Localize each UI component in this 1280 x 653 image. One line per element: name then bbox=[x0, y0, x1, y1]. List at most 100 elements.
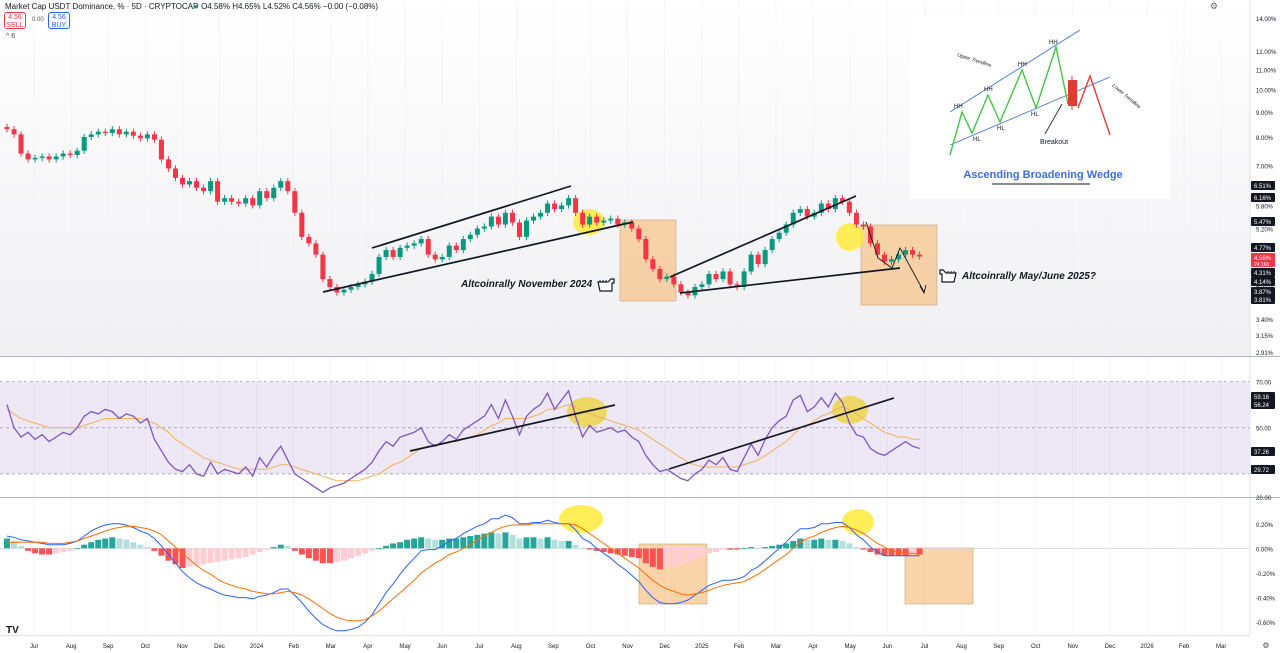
time-tick-label: Oct bbox=[1031, 644, 1041, 650]
macd-histogram-bar bbox=[467, 536, 474, 549]
rsi-tick-label: 20.00 bbox=[1256, 496, 1272, 502]
macd-histogram-bar bbox=[530, 537, 537, 549]
macd-histogram-bar bbox=[720, 548, 727, 550]
candle-body bbox=[194, 181, 200, 188]
candle-body bbox=[271, 187, 277, 199]
candle-body bbox=[545, 203, 551, 213]
time-tick-label: Jul bbox=[475, 644, 483, 650]
macd-histogram-bar bbox=[446, 538, 453, 549]
candle-body bbox=[741, 271, 747, 288]
macd-histogram-bar bbox=[565, 540, 572, 549]
macd-histogram-bar bbox=[116, 538, 123, 549]
macd-histogram-bar bbox=[579, 548, 586, 550]
candle-body bbox=[432, 254, 438, 260]
candle-body bbox=[11, 129, 17, 135]
highlight-circle bbox=[836, 223, 864, 251]
macd-histogram-bar bbox=[179, 548, 186, 569]
collapse-indicators-toggle[interactable]: ^ 6 bbox=[6, 33, 16, 40]
highlight-circle bbox=[559, 505, 603, 533]
macd-histogram-bar bbox=[741, 548, 748, 550]
candle-body bbox=[292, 191, 298, 213]
status-dot-icon: ● bbox=[194, 2, 199, 11]
macd-histogram-bar bbox=[607, 548, 614, 554]
macd-histogram-bar bbox=[95, 539, 102, 549]
candle-body bbox=[397, 247, 403, 257]
candle-body bbox=[755, 254, 761, 265]
candle-body bbox=[327, 279, 333, 288]
macd-tick-label: -0.60% bbox=[1256, 621, 1276, 627]
macd-histogram-bar bbox=[839, 540, 846, 549]
macd-histogram-bar bbox=[523, 537, 530, 549]
candle-body bbox=[685, 292, 691, 296]
candle-body bbox=[474, 228, 480, 235]
candle-body bbox=[390, 250, 396, 257]
macd-line bbox=[6, 514, 920, 632]
price-badge-label: 5.47% bbox=[1254, 220, 1272, 226]
candle-body bbox=[825, 203, 831, 210]
macd-histogram-bar bbox=[305, 548, 312, 559]
sell-button[interactable]: 4.56 SELL bbox=[4, 12, 26, 29]
macd-histogram-bar bbox=[572, 544, 579, 549]
candle-body bbox=[699, 284, 705, 288]
price-badge bbox=[1251, 193, 1275, 202]
macd-histogram-bar bbox=[698, 548, 705, 557]
chart-annotations: Altcoinrally November 2024 Altcoinrally … bbox=[6, 269, 1096, 636]
time-tick-label: Feb bbox=[1179, 644, 1190, 650]
trend-line bbox=[669, 195, 857, 278]
price-badge bbox=[1251, 287, 1275, 296]
macd-histogram-bar bbox=[312, 548, 319, 561]
grid bbox=[33, 0, 1222, 635]
candle-body bbox=[615, 218, 621, 225]
time-axis[interactable]: Jul Aug Sep Oct Nov Dec 2024 Feb Mar Apr May Jun Jul… bbox=[0, 635, 1280, 653]
macd-tick-label: 0.20% bbox=[1256, 523, 1274, 529]
buy-button[interactable]: 4.56 BUY bbox=[48, 12, 70, 29]
macd-histogram-bar bbox=[846, 543, 853, 549]
macd-signal-line bbox=[6, 523, 920, 622]
projection-arrow bbox=[865, 221, 925, 293]
candle-body bbox=[95, 131, 101, 135]
candle-body bbox=[88, 134, 94, 137]
candle-body bbox=[650, 259, 656, 269]
macd-histogram-bar bbox=[432, 539, 439, 549]
macd-histogram-bar bbox=[586, 548, 593, 550]
candle-body bbox=[46, 156, 52, 160]
macd-histogram-bar bbox=[298, 548, 305, 555]
candle-body bbox=[320, 254, 326, 280]
macd-histogram-bar bbox=[509, 534, 516, 549]
macd-histogram-bar bbox=[151, 548, 158, 551]
macd-histogram-bar bbox=[916, 548, 923, 555]
candle-body bbox=[523, 220, 529, 237]
price-tick-label: 9.00% bbox=[1256, 111, 1274, 117]
symbol-title[interactable]: Market Cap USDT Dominance, % · 5D · CRYP… bbox=[5, 2, 199, 11]
candle-body bbox=[608, 218, 614, 221]
time-tick-label: Jun bbox=[882, 644, 892, 650]
macd-histogram-bar bbox=[909, 548, 916, 555]
candle-body bbox=[130, 131, 136, 136]
macd-histogram-bar bbox=[326, 548, 333, 564]
price-badge bbox=[1251, 277, 1275, 286]
candle-body bbox=[158, 139, 164, 160]
time-tick-label: 2025 bbox=[695, 644, 709, 650]
macd-histogram-bar bbox=[544, 537, 551, 549]
candle-body bbox=[18, 134, 24, 154]
macd-histogram-bar bbox=[649, 548, 656, 567]
candle-body bbox=[727, 271, 733, 285]
candle-body bbox=[165, 159, 171, 169]
macd-tick-label: -0.20% bbox=[1256, 572, 1276, 578]
macd-histogram-bar bbox=[516, 538, 523, 549]
price-badge bbox=[1251, 253, 1275, 267]
price-badge-label: 6.51% bbox=[1254, 184, 1272, 190]
gear-icon[interactable]: ⚙ bbox=[1209, 1, 1218, 11]
inset-label-hl: HL bbox=[1031, 112, 1039, 118]
price-tick-label: 8.00% bbox=[1256, 136, 1274, 142]
arrow-head bbox=[919, 284, 927, 295]
candle-body bbox=[299, 212, 305, 237]
macd-histogram-bar bbox=[404, 539, 411, 549]
candle-body bbox=[151, 134, 157, 140]
inset-box bbox=[910, 16, 1170, 199]
time-tick-label: May bbox=[399, 644, 410, 650]
rsi-badge-label: 56.24 bbox=[1254, 403, 1270, 409]
macd-histogram-bar bbox=[537, 538, 544, 549]
